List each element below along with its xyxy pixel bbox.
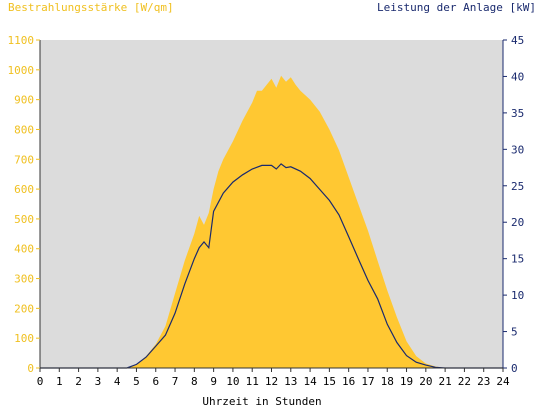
- right-tick-label: 10: [511, 289, 524, 302]
- x-tick-label: 10: [226, 375, 239, 388]
- right-tick-label: 5: [511, 326, 518, 339]
- left-tick-label: 900: [14, 94, 34, 107]
- left-tick-label: 800: [14, 123, 34, 136]
- x-tick-label: 15: [323, 375, 336, 388]
- x-tick-label: 21: [439, 375, 452, 388]
- right-tick-label: 40: [511, 70, 524, 83]
- left-tick-label: 200: [14, 302, 34, 315]
- x-tick-label: 2: [75, 375, 82, 388]
- ticks-layer: 0100200300400500600700800900100011000510…: [8, 34, 525, 388]
- x-tick-label: 7: [172, 375, 179, 388]
- x-tick-label: 20: [419, 375, 432, 388]
- x-tick-label: 12: [265, 375, 278, 388]
- left-tick-label: 1000: [8, 64, 35, 77]
- left-tick-label: 700: [14, 153, 34, 166]
- x-tick-label: 6: [152, 375, 159, 388]
- x-tick-label: 0: [37, 375, 44, 388]
- x-tick-label: 18: [381, 375, 394, 388]
- left-tick-label: 400: [14, 243, 34, 256]
- left-tick-label: 600: [14, 183, 34, 196]
- x-tick-label: 13: [284, 375, 297, 388]
- x-tick-label: 5: [133, 375, 140, 388]
- right-tick-label: 15: [511, 253, 524, 266]
- x-axis-label: Uhrzeit in Stunden: [202, 395, 321, 408]
- series-layer: [40, 75, 503, 369]
- right-axis-title: Leistung der Anlage [kW]: [377, 1, 536, 14]
- irradiance-area: [40, 75, 503, 369]
- x-tick-label: 4: [114, 375, 121, 388]
- x-tick-label: 23: [477, 375, 490, 388]
- x-tick-label: 1: [56, 375, 63, 388]
- x-tick-label: 3: [95, 375, 102, 388]
- right-tick-label: 0: [511, 362, 518, 375]
- x-tick-label: 9: [210, 375, 217, 388]
- right-tick-label: 20: [511, 216, 524, 229]
- right-tick-label: 25: [511, 180, 524, 193]
- x-tick-label: 24: [496, 375, 510, 388]
- x-tick-label: 19: [400, 375, 413, 388]
- left-tick-label: 1100: [8, 34, 35, 47]
- x-tick-label: 8: [191, 375, 198, 388]
- x-tick-label: 14: [303, 375, 317, 388]
- power-line: [40, 163, 503, 369]
- x-tick-label: 17: [361, 375, 374, 388]
- x-tick-label: 16: [342, 375, 355, 388]
- left-tick-label: 500: [14, 213, 34, 226]
- x-tick-label: 22: [458, 375, 471, 388]
- right-tick-label: 35: [511, 107, 524, 120]
- left-axis-title: Bestrahlungsstärke [W/qm]: [8, 1, 174, 14]
- x-tick-label: 11: [246, 375, 259, 388]
- left-tick-label: 300: [14, 273, 34, 286]
- left-tick-label: 0: [27, 362, 34, 375]
- left-tick-label: 100: [14, 332, 34, 345]
- right-tick-label: 30: [511, 143, 524, 156]
- right-tick-label: 45: [511, 34, 524, 47]
